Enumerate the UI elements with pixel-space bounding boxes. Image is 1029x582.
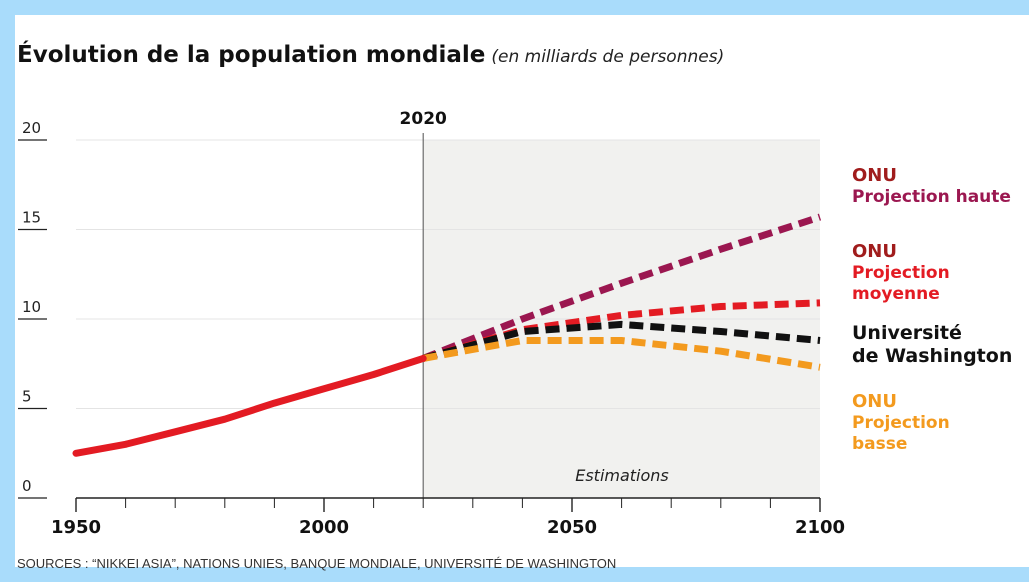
- x-tick-label-1950: 1950: [51, 517, 101, 538]
- y-tick-label-20: 20: [22, 119, 41, 137]
- legend-label-high: Projection haute: [852, 187, 1011, 207]
- estimations-label: Estimations: [575, 466, 669, 485]
- legend-entry-washington: Université de Washington: [852, 322, 1012, 368]
- chart-title: Évolution de la population mondiale (en m…: [17, 42, 724, 68]
- series-line-high: [421, 213, 822, 362]
- legend-label-medium: Projection moyenne: [852, 263, 950, 304]
- chart-subtitle: (en milliards de personnes): [491, 47, 725, 67]
- legend-head-low: ONU: [852, 391, 897, 412]
- y-tick-label-5: 5: [22, 388, 32, 406]
- legend-label-low: Projection basse: [852, 413, 950, 454]
- sources-note: SOURCES : “NIKKEI ASIA”, NATIONS UNIES, …: [17, 556, 617, 571]
- legend-head-high: ONU: [852, 165, 897, 186]
- y-tick-label-10: 10: [22, 298, 41, 316]
- x-tick-label-2000: 2000: [299, 517, 349, 538]
- series-line-washington: [422, 320, 821, 362]
- x-tick-label-2100: 2100: [795, 517, 845, 538]
- series-line-low: [422, 337, 821, 371]
- legend-entry-low: ONU Projection basse: [852, 391, 950, 455]
- title-text: Évolution de la population mondiale: [17, 42, 486, 68]
- y-tick-label-0: 0: [22, 477, 32, 495]
- legend-label-washington: Université de Washington: [852, 322, 1013, 367]
- x-tick-label-2050: 2050: [547, 517, 597, 538]
- y-tick-label-15: 15: [22, 209, 41, 227]
- marker-label-2020: 2020: [400, 109, 447, 129]
- legend-entry-medium: ONU Projection moyenne: [852, 241, 950, 305]
- series-line-historical: [72, 354, 427, 457]
- legend-head-medium: ONU: [852, 241, 897, 262]
- legend-entry-high: ONU Projection haute: [852, 165, 1011, 208]
